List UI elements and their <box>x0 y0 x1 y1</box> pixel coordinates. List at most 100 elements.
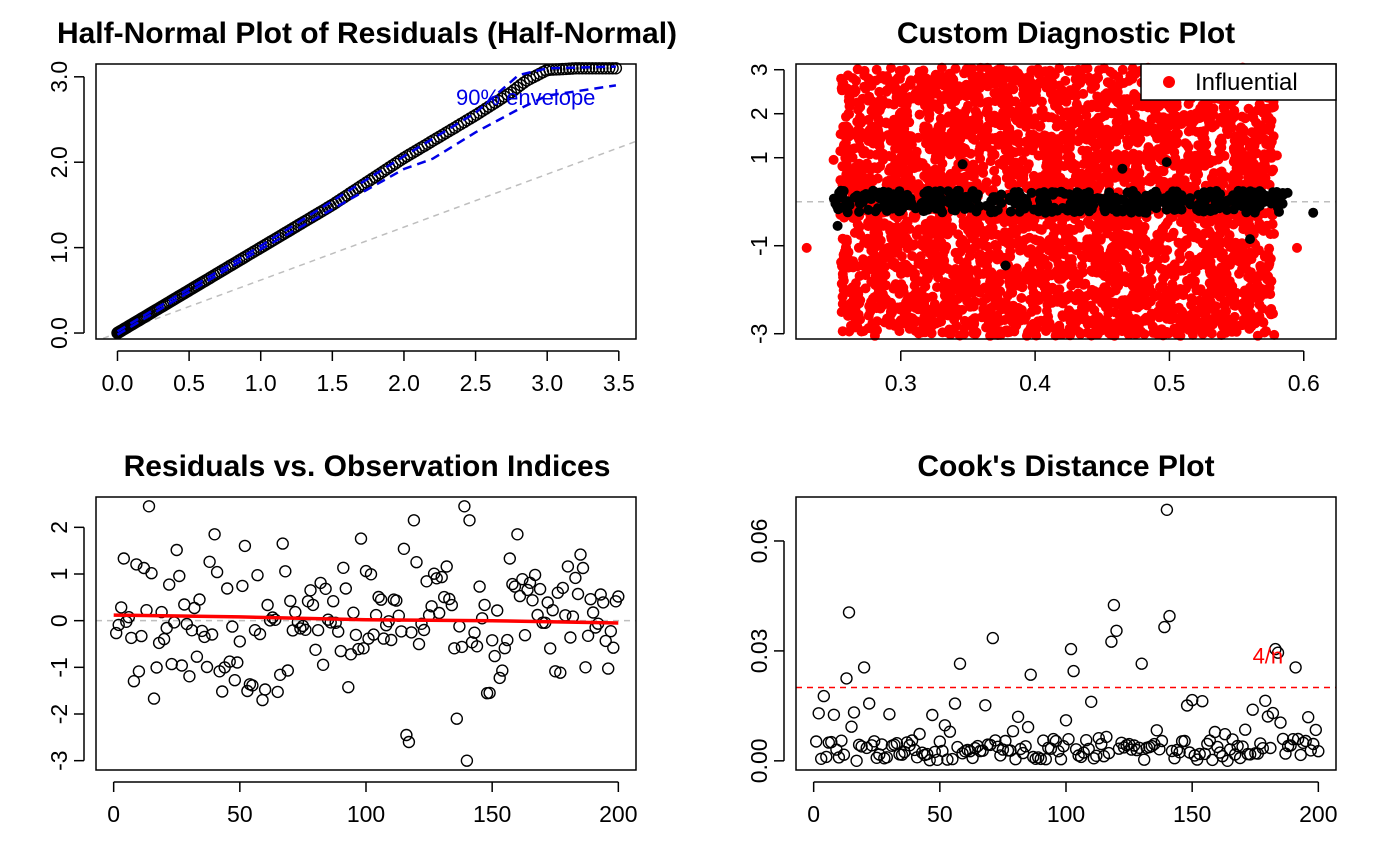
influential-point <box>837 291 848 302</box>
influential-point <box>836 73 847 84</box>
influential-point <box>1180 138 1191 149</box>
influential-point <box>843 310 853 321</box>
data-point <box>571 587 585 601</box>
influential-point <box>1205 256 1216 267</box>
normal-point <box>828 193 839 204</box>
influential-point <box>856 162 867 172</box>
data-point <box>258 683 272 696</box>
data-point <box>372 590 385 604</box>
influential-point <box>1108 241 1119 252</box>
data-point <box>1155 734 1169 748</box>
influential-point <box>1185 212 1196 223</box>
y-tick-label: 2 <box>46 521 72 534</box>
data-point <box>1137 753 1151 766</box>
influential-point <box>882 242 893 253</box>
influential-point <box>1267 219 1278 230</box>
normal-point <box>1308 207 1319 218</box>
influential-point <box>980 251 991 262</box>
influential-point <box>997 80 1008 91</box>
influential-point <box>967 133 978 144</box>
influential-point <box>1058 260 1069 271</box>
influential-point <box>872 233 882 244</box>
influential-point <box>1048 251 1059 262</box>
influential-point <box>1080 278 1091 289</box>
influential-point <box>1045 284 1056 295</box>
data-point <box>1029 752 1042 765</box>
influential-point <box>969 124 980 135</box>
y-tick-label: 0.0 <box>46 317 72 349</box>
influential-point <box>1208 279 1219 290</box>
data-point <box>173 569 186 583</box>
influential-point <box>1037 253 1047 264</box>
influential-point <box>986 133 997 144</box>
influential-point <box>1073 241 1084 252</box>
influential-point <box>967 315 978 326</box>
influential-point <box>1206 303 1217 314</box>
influential-point <box>1159 125 1170 136</box>
data-point <box>415 617 428 630</box>
data-point <box>908 743 921 757</box>
influential-point <box>1065 130 1076 141</box>
influential-point <box>1001 155 1012 166</box>
influential-point <box>1091 211 1102 222</box>
data-point <box>127 675 141 688</box>
data-point <box>402 735 416 749</box>
influential-point <box>852 171 863 182</box>
data-point <box>165 657 178 671</box>
influential-point <box>1186 109 1196 120</box>
data-point <box>544 642 557 655</box>
influential-point <box>868 103 878 114</box>
data-point <box>1201 737 1214 751</box>
data-point <box>122 611 136 624</box>
influential-point <box>1176 217 1186 227</box>
influential-point <box>1089 151 1100 162</box>
influential-point <box>1009 65 1020 76</box>
influential-point <box>1007 106 1018 117</box>
x-tick-label: 1.0 <box>245 370 277 396</box>
data-point <box>228 674 242 687</box>
influential-point <box>1193 230 1204 241</box>
data-point <box>354 532 368 545</box>
influential-point <box>875 161 886 172</box>
influential-point <box>1008 325 1019 336</box>
influential-point <box>1201 312 1212 323</box>
influential-point <box>990 322 1000 333</box>
data-point <box>842 606 856 619</box>
influential-point <box>852 116 863 127</box>
influential-point <box>896 145 907 156</box>
data-point <box>175 659 189 672</box>
influential-point <box>888 260 899 271</box>
influential-point <box>971 282 982 293</box>
panel-half-normal: Half-Normal Plot of Residuals (Half-Norm… <box>46 17 677 396</box>
influential-point <box>929 144 940 155</box>
data-point <box>311 624 325 637</box>
x-tick-label: 50 <box>227 801 253 827</box>
data-point <box>443 592 456 606</box>
data-point <box>933 735 946 748</box>
data-point <box>433 606 446 620</box>
data-point <box>521 583 534 597</box>
data-point <box>1238 723 1252 736</box>
influential-point <box>934 224 945 235</box>
influential-point <box>1066 254 1077 265</box>
influential-point <box>1263 261 1274 272</box>
influential-point <box>1182 262 1193 273</box>
data-point <box>463 514 476 527</box>
data-point <box>1294 748 1307 762</box>
influential-point <box>1204 320 1215 331</box>
influential-point <box>1148 327 1159 338</box>
influential-point <box>952 119 963 130</box>
normal-point <box>866 194 877 205</box>
influential-point <box>950 131 961 142</box>
data-point <box>486 634 499 647</box>
y-tick-label: 0.06 <box>746 519 772 564</box>
normal-point <box>935 193 946 204</box>
influential-point <box>1012 224 1023 235</box>
influential-point <box>1039 150 1050 161</box>
data-point <box>271 685 284 699</box>
influential-point <box>1083 100 1094 111</box>
influential-point <box>948 270 959 280</box>
influential-point <box>1064 242 1075 253</box>
influential-point <box>978 304 989 315</box>
influential-point <box>1190 257 1201 268</box>
